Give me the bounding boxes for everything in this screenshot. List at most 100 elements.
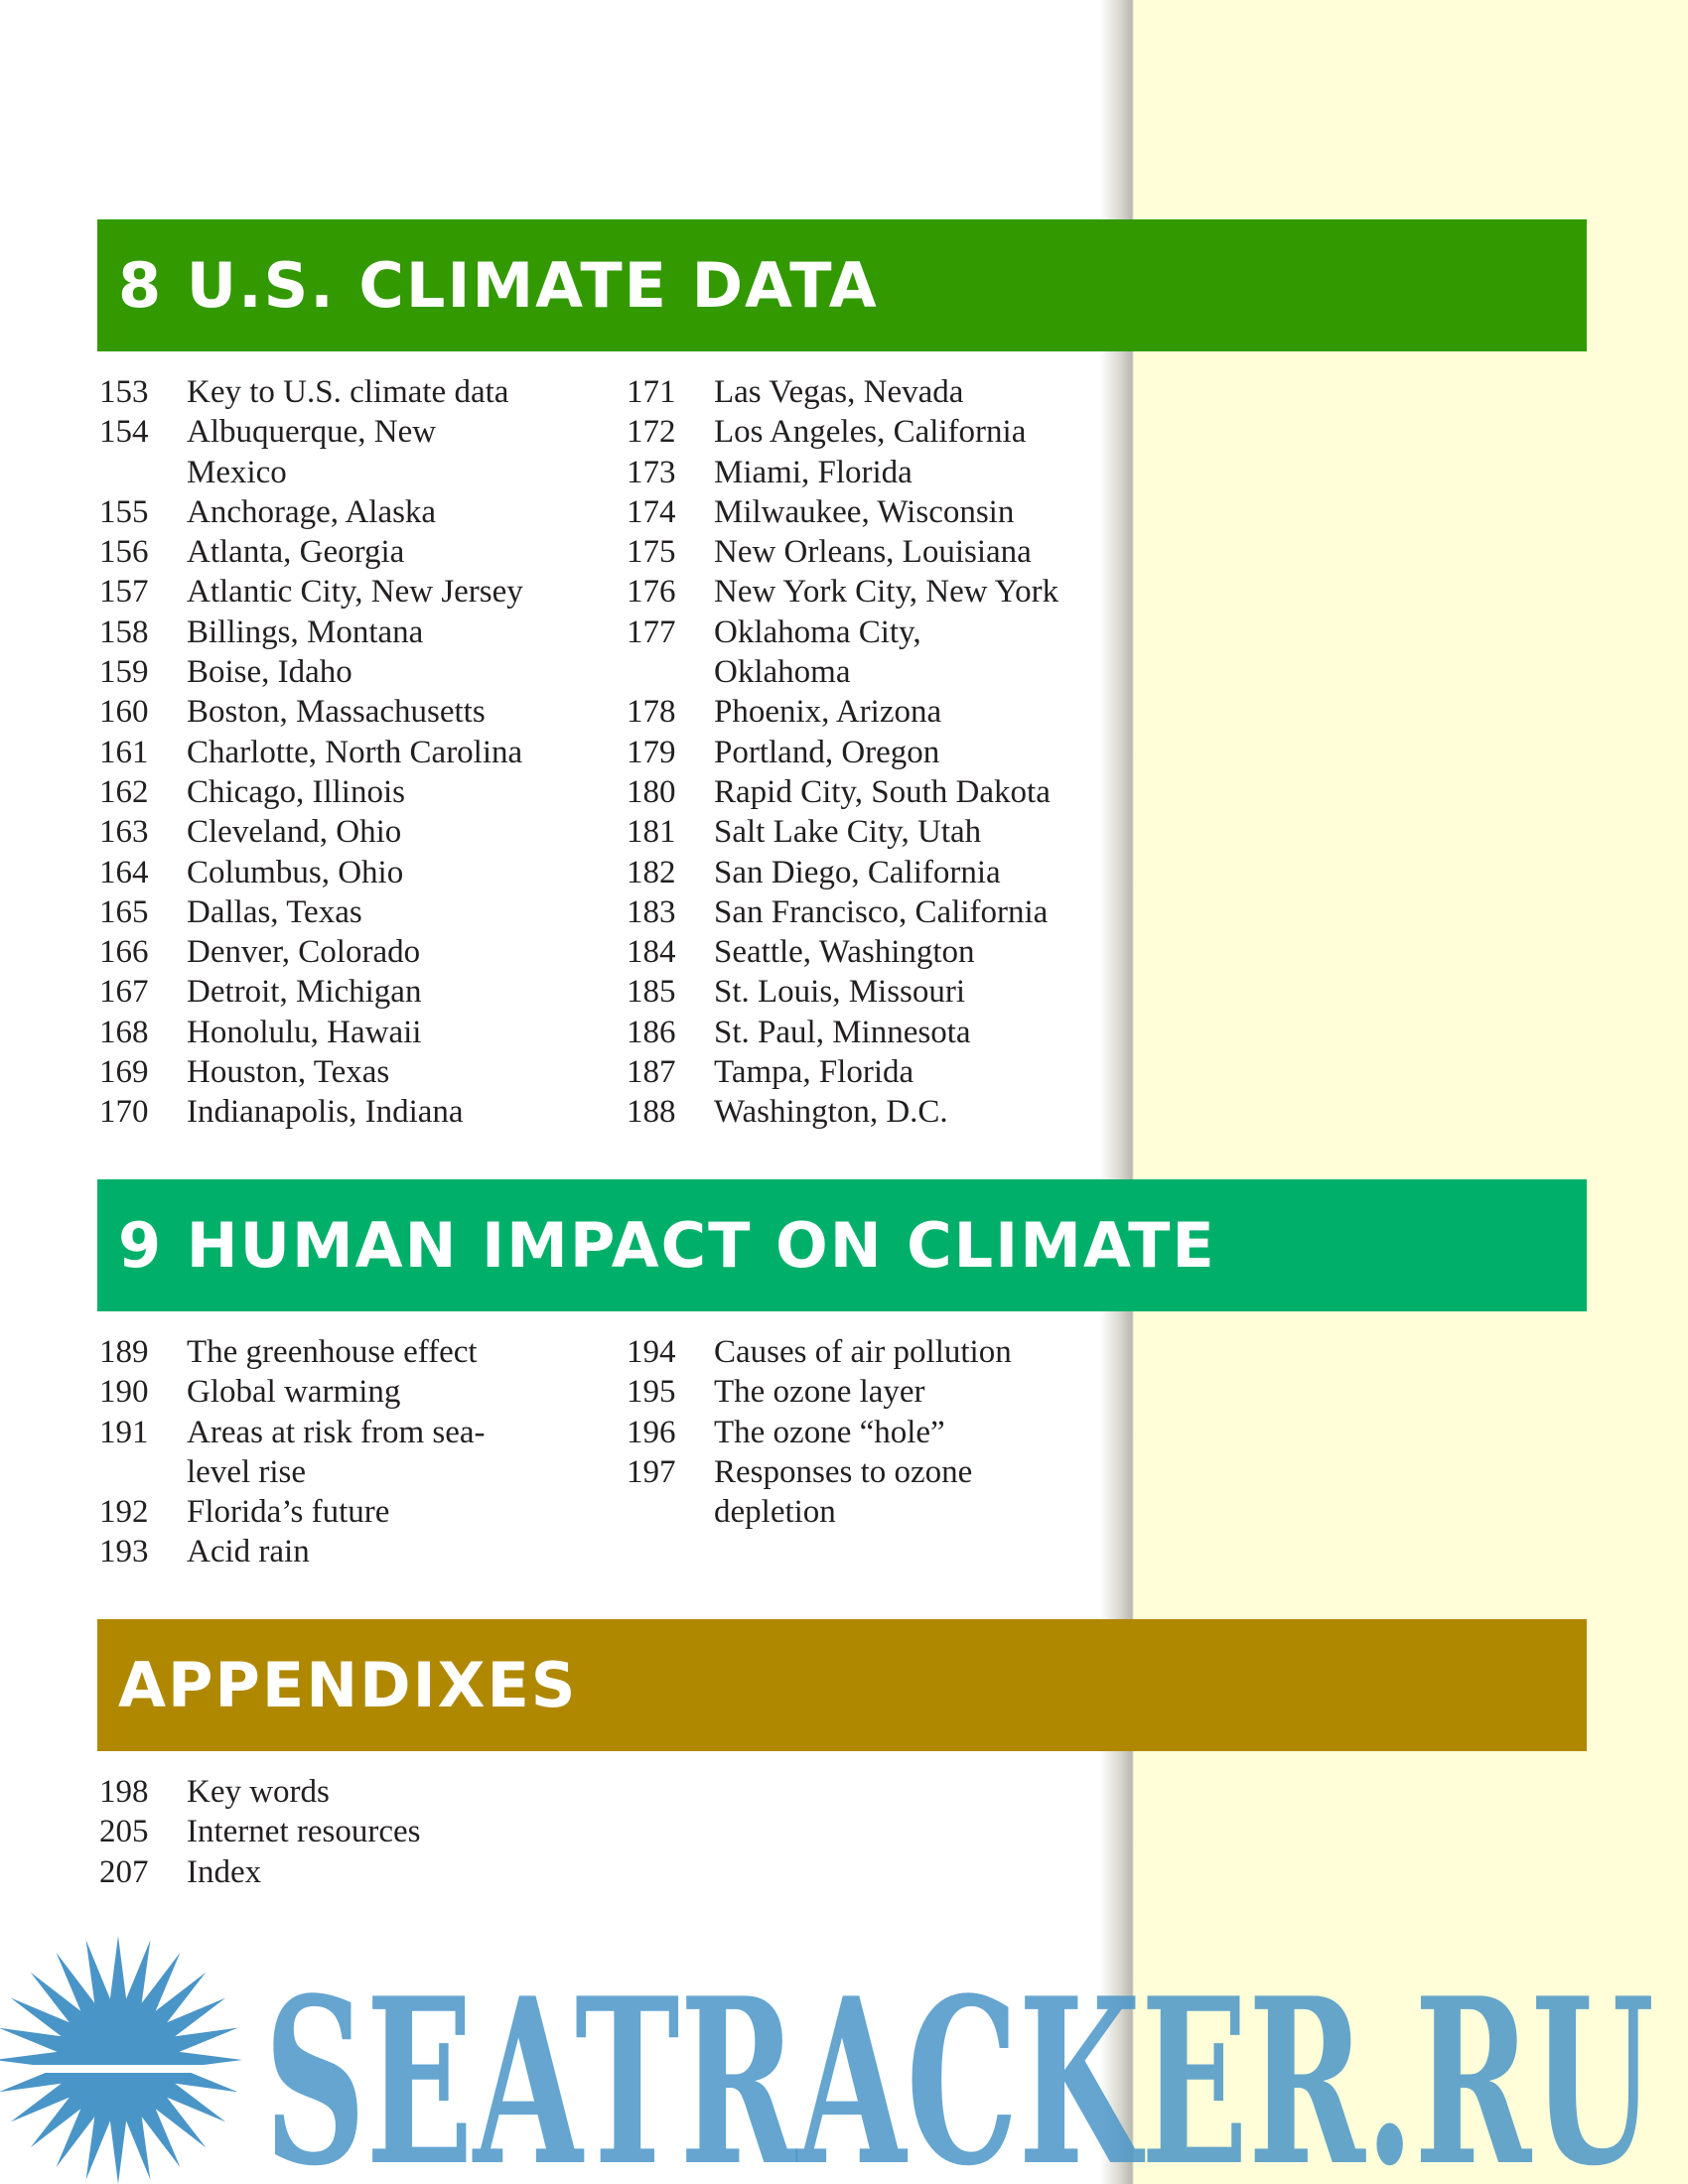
entry-title: New Orleans, Louisiana bbox=[714, 534, 1032, 571]
toc-entry: 175 New Orleans, Louisiana bbox=[627, 532, 1058, 572]
toc-entry: 191 Areas at risk from sea- level rise bbox=[99, 1413, 486, 1493]
page-number: 172 bbox=[627, 414, 676, 451]
page-number: 153 bbox=[99, 374, 149, 410]
page-number: 169 bbox=[99, 1054, 149, 1091]
toc-entry: 193 Acid rain bbox=[99, 1532, 486, 1571]
toc-entry: 179 Portland, Oregon bbox=[627, 733, 1058, 772]
page-number: 177 bbox=[627, 614, 676, 650]
page-number: 189 bbox=[99, 1334, 149, 1370]
toc-entry: 172 Los Angeles, California bbox=[627, 412, 1058, 452]
entry-title: Oklahoma City, Oklahoma bbox=[714, 614, 921, 691]
toc-entry: 207 Index bbox=[99, 1852, 420, 1892]
entry-title: The greenhouse effect bbox=[187, 1334, 478, 1370]
entry-title: Florida’s future bbox=[187, 1494, 390, 1531]
page-number: 168 bbox=[99, 1014, 149, 1050]
page-number: 188 bbox=[627, 1094, 676, 1131]
toc-column: 153 Key to U.S. climate data 154 Albuquerqu… bbox=[99, 372, 523, 1133]
page-number: 207 bbox=[99, 1853, 149, 1890]
sun-band bbox=[0, 2065, 248, 2073]
page-number: 166 bbox=[99, 934, 149, 971]
toc-column: 189 The greenhouse effect 190 Global warmin… bbox=[99, 1332, 486, 1572]
page-number: 155 bbox=[99, 493, 149, 530]
section-header: 9 HUMAN IMPACT ON CLIMATE bbox=[97, 1179, 1587, 1311]
toc-entry: 190 Global warming bbox=[99, 1372, 486, 1412]
toc-entry: 189 The greenhouse effect bbox=[99, 1332, 486, 1372]
page-number: 178 bbox=[627, 694, 676, 731]
toc-entry: 155 Anchorage, Alaska bbox=[99, 492, 523, 532]
entry-title: Indianapolis, Indiana bbox=[187, 1094, 464, 1131]
page-number: 171 bbox=[627, 374, 676, 410]
entry-title: Responses to ozone depletion bbox=[714, 1453, 973, 1531]
page-number: 158 bbox=[99, 614, 149, 650]
page-number: 183 bbox=[627, 893, 676, 930]
page-number: 191 bbox=[99, 1414, 149, 1450]
page-number: 176 bbox=[627, 574, 676, 611]
toc-entry: 173 Miami, Florida bbox=[627, 453, 1058, 492]
entry-title: Boise, Idaho bbox=[187, 654, 352, 691]
entry-title: Cleveland, Ohio bbox=[187, 814, 402, 851]
page-number: 187 bbox=[627, 1054, 676, 1091]
page-number: 192 bbox=[99, 1494, 149, 1531]
entry-title: Albuquerque, New Mexico bbox=[187, 414, 437, 490]
toc-entry: 171 Las Vegas, Nevada bbox=[627, 372, 1058, 412]
entry-title: Anchorage, Alaska bbox=[187, 493, 437, 530]
watermark-text: SEATRACKER.RU bbox=[264, 1949, 1654, 2184]
page-number: 194 bbox=[627, 1334, 676, 1370]
toc-entry: 196 The ozone “hole” bbox=[627, 1413, 1012, 1452]
toc-entry: 168 Honolulu, Hawaii bbox=[99, 1013, 523, 1052]
page-number: 167 bbox=[99, 974, 149, 1011]
toc-entry: 185 St. Louis, Missouri bbox=[627, 972, 1058, 1012]
entry-title: Washington, D.C. bbox=[714, 1094, 948, 1131]
entry-title: Las Vegas, Nevada bbox=[714, 374, 964, 410]
page-number: 162 bbox=[99, 773, 149, 810]
toc-entry: 163 Cleveland, Ohio bbox=[99, 812, 523, 852]
section-header: APPENDIXES bbox=[97, 1619, 1587, 1751]
page-number: 159 bbox=[99, 654, 149, 691]
page-number: 165 bbox=[99, 893, 149, 930]
page-number: 196 bbox=[627, 1414, 676, 1450]
toc-entry: 180 Rapid City, South Dakota bbox=[627, 772, 1058, 812]
entry-title: Internet resources bbox=[187, 1814, 421, 1850]
page-number: 161 bbox=[99, 734, 149, 770]
toc-entry: 188 Washington, D.C. bbox=[627, 1092, 1058, 1132]
toc-entry: 176 New York City, New York bbox=[627, 572, 1058, 612]
page-number: 184 bbox=[627, 934, 676, 971]
toc-entry: 197 Responses to ozone depletion bbox=[627, 1452, 1012, 1533]
toc-entry: 184 Seattle, Washington bbox=[627, 932, 1058, 972]
entry-title: Key to U.S. climate data bbox=[187, 374, 509, 410]
toc-entry: 198 Key words bbox=[99, 1772, 420, 1812]
page-number: 175 bbox=[627, 534, 676, 571]
section-title: APPENDIXES bbox=[118, 1649, 578, 1721]
entry-title: New York City, New York bbox=[714, 574, 1059, 611]
toc-entry: 156 Atlanta, Georgia bbox=[99, 532, 523, 572]
entry-title: Denver, Colorado bbox=[187, 934, 421, 971]
toc-entry: 195 The ozone layer bbox=[627, 1372, 1012, 1412]
sun-logo bbox=[0, 1936, 248, 2184]
entry-title: Columbus, Ohio bbox=[187, 854, 404, 890]
entry-title: Detroit, Michigan bbox=[187, 974, 422, 1011]
entry-title: Boston, Massachusetts bbox=[187, 694, 486, 731]
page-number: 197 bbox=[627, 1453, 676, 1490]
entry-title: Causes of air pollution bbox=[714, 1334, 1012, 1370]
entry-title: Los Angeles, California bbox=[714, 414, 1027, 451]
toc-entry: 157 Atlantic City, New Jersey bbox=[99, 572, 523, 612]
page-number: 170 bbox=[99, 1094, 149, 1131]
toc-entry: 167 Detroit, Michigan bbox=[99, 972, 523, 1012]
page-number: 185 bbox=[627, 974, 676, 1011]
toc-entry: 153 Key to U.S. climate data bbox=[99, 372, 523, 412]
toc-column: 198 Key words 205 Internet resources 207 Inde… bbox=[99, 1772, 420, 1892]
toc-column: 194 Causes of air pollution 195 The ozone l… bbox=[627, 1332, 1012, 1532]
page-number: 186 bbox=[627, 1014, 676, 1050]
entry-title: Index bbox=[187, 1853, 262, 1890]
page-number: 180 bbox=[627, 773, 676, 810]
page-number: 154 bbox=[99, 414, 149, 451]
toc-entry: 183 San Francisco, California bbox=[627, 892, 1058, 932]
toc-entry: 161 Charlotte, North Carolina bbox=[99, 733, 523, 772]
toc-entry: 170 Indianapolis, Indiana bbox=[99, 1092, 523, 1132]
toc-entry: 194 Causes of air pollution bbox=[627, 1332, 1012, 1372]
entry-title: Acid rain bbox=[187, 1534, 310, 1570]
page-number: 164 bbox=[99, 854, 149, 890]
toc-entry: 165 Dallas, Texas bbox=[99, 892, 523, 932]
watermark: SEATRACKER.RU bbox=[0, 1936, 1654, 2184]
